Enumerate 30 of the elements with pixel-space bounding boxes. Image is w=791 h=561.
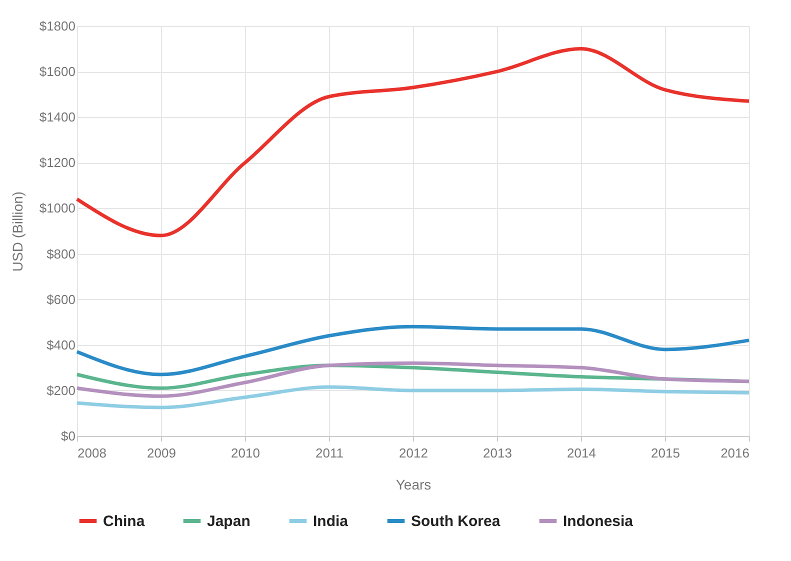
x-tick-label: 2009 [147, 446, 176, 460]
line-series [75, 324, 751, 376]
y-tick-label: $400 [46, 337, 76, 352]
y-tick-label: $1000 [39, 200, 76, 216]
x-tick-label: 2015 [651, 446, 680, 460]
y-tick-label: $800 [46, 246, 76, 262]
x-tick-label: 2011 [316, 446, 344, 460]
y-tick-label: $600 [46, 292, 76, 307]
x-tick-label: 2012 [399, 446, 428, 460]
y-tick-label: $1600 [39, 64, 76, 80]
line-series [75, 361, 751, 398]
x-axis-title: Years [396, 476, 432, 492]
line-series [75, 47, 751, 238]
y-tick-label: $1800 [39, 18, 76, 34]
legend-label: China [103, 513, 146, 530]
line-series [75, 385, 751, 410]
x-tick-label: 2016 [720, 446, 750, 460]
legend-label: Indonesia [563, 513, 634, 530]
x-tick-label: 2013 [483, 446, 512, 460]
y-tick-label: $1400 [39, 110, 76, 125]
legend-label: India [313, 513, 349, 530]
x-tick-label: 2014 [567, 446, 596, 460]
legend-label: South Korea [411, 513, 501, 530]
x-tick-label: 2008 [78, 446, 106, 460]
y-axis-title: USD (Billion) [9, 191, 26, 272]
y-tick-label: $200 [46, 382, 76, 398]
y-tick-label: $1200 [39, 155, 76, 170]
y-tick-label: $0 [61, 428, 76, 444]
legend-label: Japan [207, 513, 250, 530]
x-tick-label: 2010 [231, 446, 260, 460]
